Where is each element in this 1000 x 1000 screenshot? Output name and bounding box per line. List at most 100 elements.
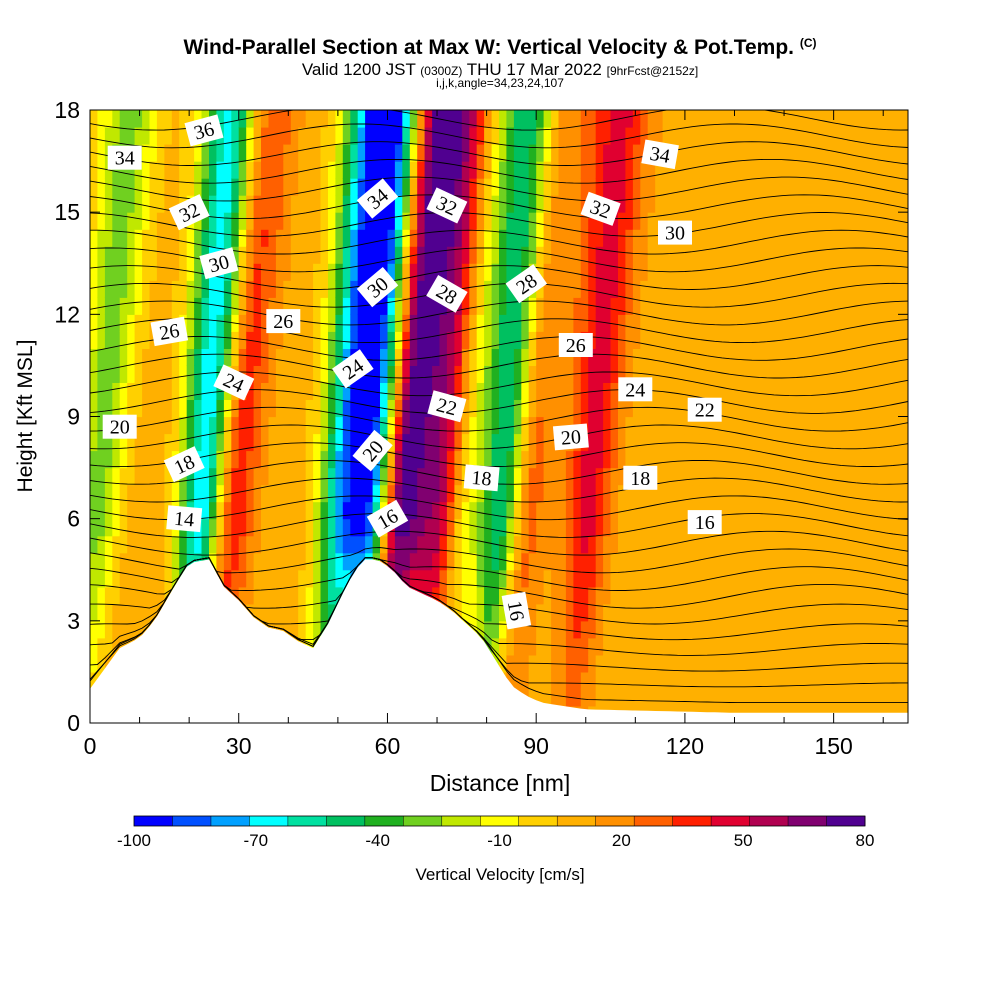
contour-label-box	[505, 264, 548, 304]
velocity-cell	[394, 144, 403, 162]
velocity-cell	[164, 212, 173, 230]
contour-label-box	[618, 377, 653, 402]
velocity-cell	[818, 178, 827, 196]
velocity-cell	[811, 127, 820, 145]
velocity-cell	[536, 603, 545, 622]
velocity-cell	[878, 569, 887, 588]
velocity-cell	[595, 586, 604, 605]
velocity-cell	[97, 467, 106, 486]
velocity-cell	[729, 603, 738, 622]
velocity-cell	[722, 263, 731, 281]
velocity-cell	[268, 195, 277, 213]
velocity-cell	[759, 144, 768, 162]
velocity-cell	[536, 416, 545, 435]
velocity-cell	[231, 144, 240, 162]
velocity-cell	[342, 433, 351, 452]
velocity-cell	[677, 688, 686, 707]
velocity-cell	[209, 382, 217, 400]
velocity-cell	[491, 382, 500, 400]
velocity-cell	[461, 450, 470, 469]
velocity-cell	[885, 263, 894, 281]
velocity-cell	[119, 263, 128, 281]
velocity-cell	[513, 365, 522, 383]
velocity-cell	[246, 603, 255, 622]
velocity-cell	[751, 348, 760, 366]
colorbar-swatch	[826, 816, 866, 826]
velocity-cell	[655, 586, 664, 605]
velocity-cell	[528, 399, 537, 418]
velocity-cell	[714, 569, 723, 588]
velocity-cell	[112, 586, 121, 605]
velocity-cell	[409, 348, 418, 366]
velocity-cell	[781, 161, 790, 179]
velocity-cell	[275, 382, 284, 400]
velocity-cell	[536, 212, 545, 230]
velocity-cell	[142, 399, 151, 418]
velocity-cell	[826, 178, 835, 196]
velocity-cell	[119, 603, 128, 622]
velocity-cell	[268, 246, 277, 264]
velocity-cell	[580, 654, 589, 673]
velocity-cell	[833, 110, 842, 128]
velocity-cell	[499, 365, 507, 383]
velocity-cell	[662, 433, 671, 452]
velocity-cell	[677, 637, 686, 656]
velocity-cell	[424, 569, 433, 588]
velocity-cell	[506, 450, 515, 469]
velocity-cell	[461, 484, 470, 503]
velocity-cell	[677, 450, 686, 469]
velocity-cell	[536, 467, 545, 486]
velocity-cell	[112, 110, 121, 128]
velocity-cell	[595, 314, 604, 332]
velocity-cell	[179, 144, 188, 162]
velocity-cell	[171, 484, 180, 503]
velocity-cell	[357, 535, 366, 554]
velocity-cell	[759, 637, 768, 656]
velocity-cell	[454, 382, 463, 400]
velocity-cell	[573, 127, 582, 145]
velocity-cell	[900, 535, 908, 554]
velocity-cell	[275, 535, 284, 554]
velocity-cell	[484, 314, 493, 332]
velocity-cell	[565, 569, 574, 588]
velocity-cell	[647, 127, 656, 145]
velocity-cell	[365, 314, 374, 332]
velocity-cell	[744, 297, 753, 315]
velocity-cell	[335, 501, 344, 520]
velocity-cell	[97, 450, 106, 469]
velocity-cell	[826, 518, 835, 537]
velocity-cell	[722, 637, 731, 656]
velocity-cell	[565, 654, 574, 673]
velocity-cell	[551, 127, 560, 145]
velocity-cell	[119, 314, 128, 332]
velocity-cell	[774, 586, 783, 605]
velocity-cell	[424, 365, 433, 383]
velocity-cell	[439, 416, 448, 435]
velocity-cell	[216, 433, 225, 452]
velocity-cell	[506, 314, 515, 332]
velocity-cell	[290, 297, 299, 315]
velocity-cell	[848, 195, 857, 213]
velocity-cell	[781, 688, 790, 707]
velocity-cell	[469, 280, 478, 298]
velocity-cell	[692, 263, 701, 281]
velocity-cell	[476, 110, 485, 128]
velocity-cell	[759, 688, 768, 707]
velocity-cell	[372, 348, 381, 366]
velocity-cell	[476, 365, 485, 383]
velocity-cell	[885, 433, 894, 452]
velocity-cell	[603, 280, 612, 298]
velocity-cell	[588, 671, 597, 690]
velocity-cell	[380, 144, 388, 162]
velocity-cell	[424, 178, 433, 196]
velocity-cell	[454, 535, 463, 554]
velocity-cell	[171, 399, 180, 418]
velocity-cell	[632, 620, 641, 639]
velocity-cell	[342, 314, 351, 332]
velocity-cell	[409, 229, 418, 247]
velocity-cell	[766, 467, 775, 486]
contour-label: 20	[102, 414, 137, 439]
velocity-cell	[662, 382, 671, 400]
velocity-cell	[275, 365, 284, 383]
velocity-cell	[476, 280, 485, 298]
